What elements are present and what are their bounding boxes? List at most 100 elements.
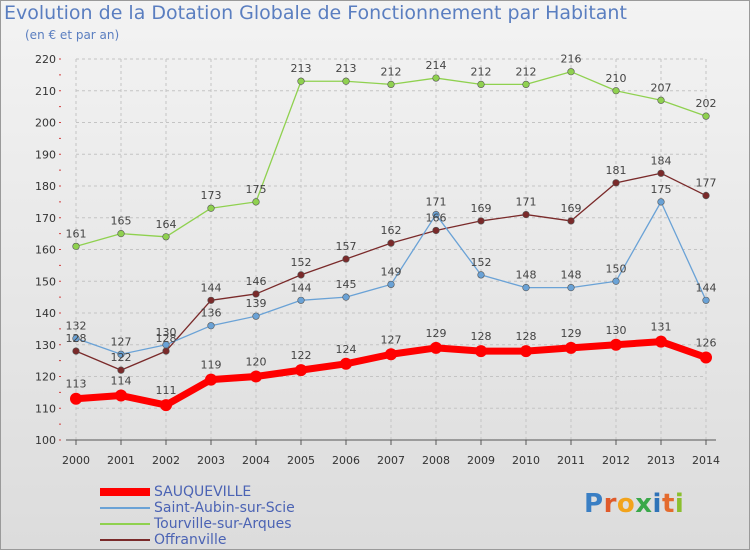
data-label: 128 xyxy=(516,330,537,343)
data-point xyxy=(205,373,217,386)
data-point xyxy=(565,341,577,354)
data-label: 144 xyxy=(201,281,222,294)
data-point xyxy=(160,399,172,412)
data-label: 212 xyxy=(471,65,492,78)
x-tick-label: 2008 xyxy=(422,454,450,467)
data-label: 171 xyxy=(516,196,537,209)
data-point xyxy=(252,290,260,298)
data-label: 212 xyxy=(516,65,537,78)
data-point xyxy=(72,347,80,355)
legend-label: Tourville-sur-Arques xyxy=(154,516,292,532)
chart-title: Evolution de la Dotation Globale de Fonc… xyxy=(4,2,627,24)
data-label: 175 xyxy=(651,183,672,196)
data-label: 131 xyxy=(651,321,672,334)
data-label: 146 xyxy=(246,275,267,288)
data-label: 173 xyxy=(201,189,222,202)
data-label: 152 xyxy=(291,256,312,269)
data-point xyxy=(475,345,487,358)
data-point xyxy=(657,198,665,206)
data-label: 145 xyxy=(336,278,357,291)
data-point xyxy=(117,350,125,358)
y-tick-label: 120 xyxy=(35,371,56,384)
x-tick-label: 2007 xyxy=(377,454,405,467)
proxiti-logo: Proxiti xyxy=(584,489,685,519)
legend-label: Saint-Aubin-sur-Scie xyxy=(154,500,295,516)
x-tick-label: 2012 xyxy=(602,454,630,467)
data-point xyxy=(117,230,125,238)
data-point xyxy=(657,96,665,104)
data-point xyxy=(522,284,530,292)
data-label: 113 xyxy=(66,378,87,391)
data-label: 130 xyxy=(606,324,627,337)
data-label: 216 xyxy=(561,53,582,66)
data-point xyxy=(342,293,350,301)
y-tick-label: 190 xyxy=(35,148,56,161)
y-tick-label: 210 xyxy=(35,85,56,98)
legend-swatch xyxy=(100,507,150,509)
data-label: 129 xyxy=(426,327,447,340)
legend-swatch xyxy=(100,488,150,496)
data-point xyxy=(387,80,395,88)
data-label: 162 xyxy=(381,224,402,237)
data-point xyxy=(612,277,620,285)
y-tick-label: 180 xyxy=(35,180,56,193)
data-point xyxy=(522,210,530,219)
data-point xyxy=(297,271,305,279)
legend-swatch xyxy=(100,523,150,525)
data-label: 157 xyxy=(336,240,357,253)
data-point xyxy=(477,271,485,279)
data-label: 139 xyxy=(246,297,267,310)
data-label: 152 xyxy=(471,256,492,269)
data-label: 149 xyxy=(381,265,402,278)
x-tick-label: 2009 xyxy=(467,454,495,467)
data-point xyxy=(520,345,532,358)
data-label: 177 xyxy=(696,177,717,190)
x-tick-label: 2004 xyxy=(242,454,270,467)
data-point xyxy=(567,68,575,76)
legend-swatch xyxy=(100,539,150,541)
y-tick-label: 150 xyxy=(35,275,56,288)
data-label: 181 xyxy=(606,164,627,177)
data-label: 212 xyxy=(381,65,402,78)
x-tick-label: 2003 xyxy=(197,454,225,467)
data-point xyxy=(117,366,125,374)
data-point xyxy=(297,296,305,304)
data-point xyxy=(297,77,305,85)
data-label: 184 xyxy=(651,154,672,167)
data-point xyxy=(342,255,350,263)
data-point xyxy=(432,226,440,235)
y-tick-label: 130 xyxy=(35,339,56,352)
data-label: 122 xyxy=(291,349,312,362)
data-label: 130 xyxy=(156,326,177,339)
data-point xyxy=(700,351,712,364)
data-label: 213 xyxy=(291,62,312,75)
data-point xyxy=(295,364,307,377)
x-tick-label: 2002 xyxy=(152,454,180,467)
data-point xyxy=(432,210,440,219)
x-tick-label: 2006 xyxy=(332,454,360,467)
y-tick-label: 200 xyxy=(35,117,56,130)
x-tick-label: 2000 xyxy=(62,454,90,467)
data-label: 127 xyxy=(381,333,402,346)
x-tick-label: 2001 xyxy=(107,454,135,467)
data-label: 128 xyxy=(156,332,177,345)
data-label: 210 xyxy=(606,72,627,85)
x-tick-label: 2010 xyxy=(512,454,540,467)
data-label: 114 xyxy=(111,375,132,388)
data-label: 132 xyxy=(66,319,87,332)
data-label: 129 xyxy=(561,327,582,340)
data-point xyxy=(162,347,170,355)
data-point xyxy=(522,80,530,88)
data-point xyxy=(702,191,710,200)
data-point xyxy=(612,87,620,95)
data-point xyxy=(567,284,575,292)
data-point xyxy=(567,217,575,225)
data-label: 111 xyxy=(156,384,177,397)
data-label: 127 xyxy=(111,335,132,348)
data-point xyxy=(387,239,395,247)
data-label: 214 xyxy=(426,59,447,72)
y-tick-label: 100 xyxy=(35,434,56,447)
data-point xyxy=(342,77,350,85)
